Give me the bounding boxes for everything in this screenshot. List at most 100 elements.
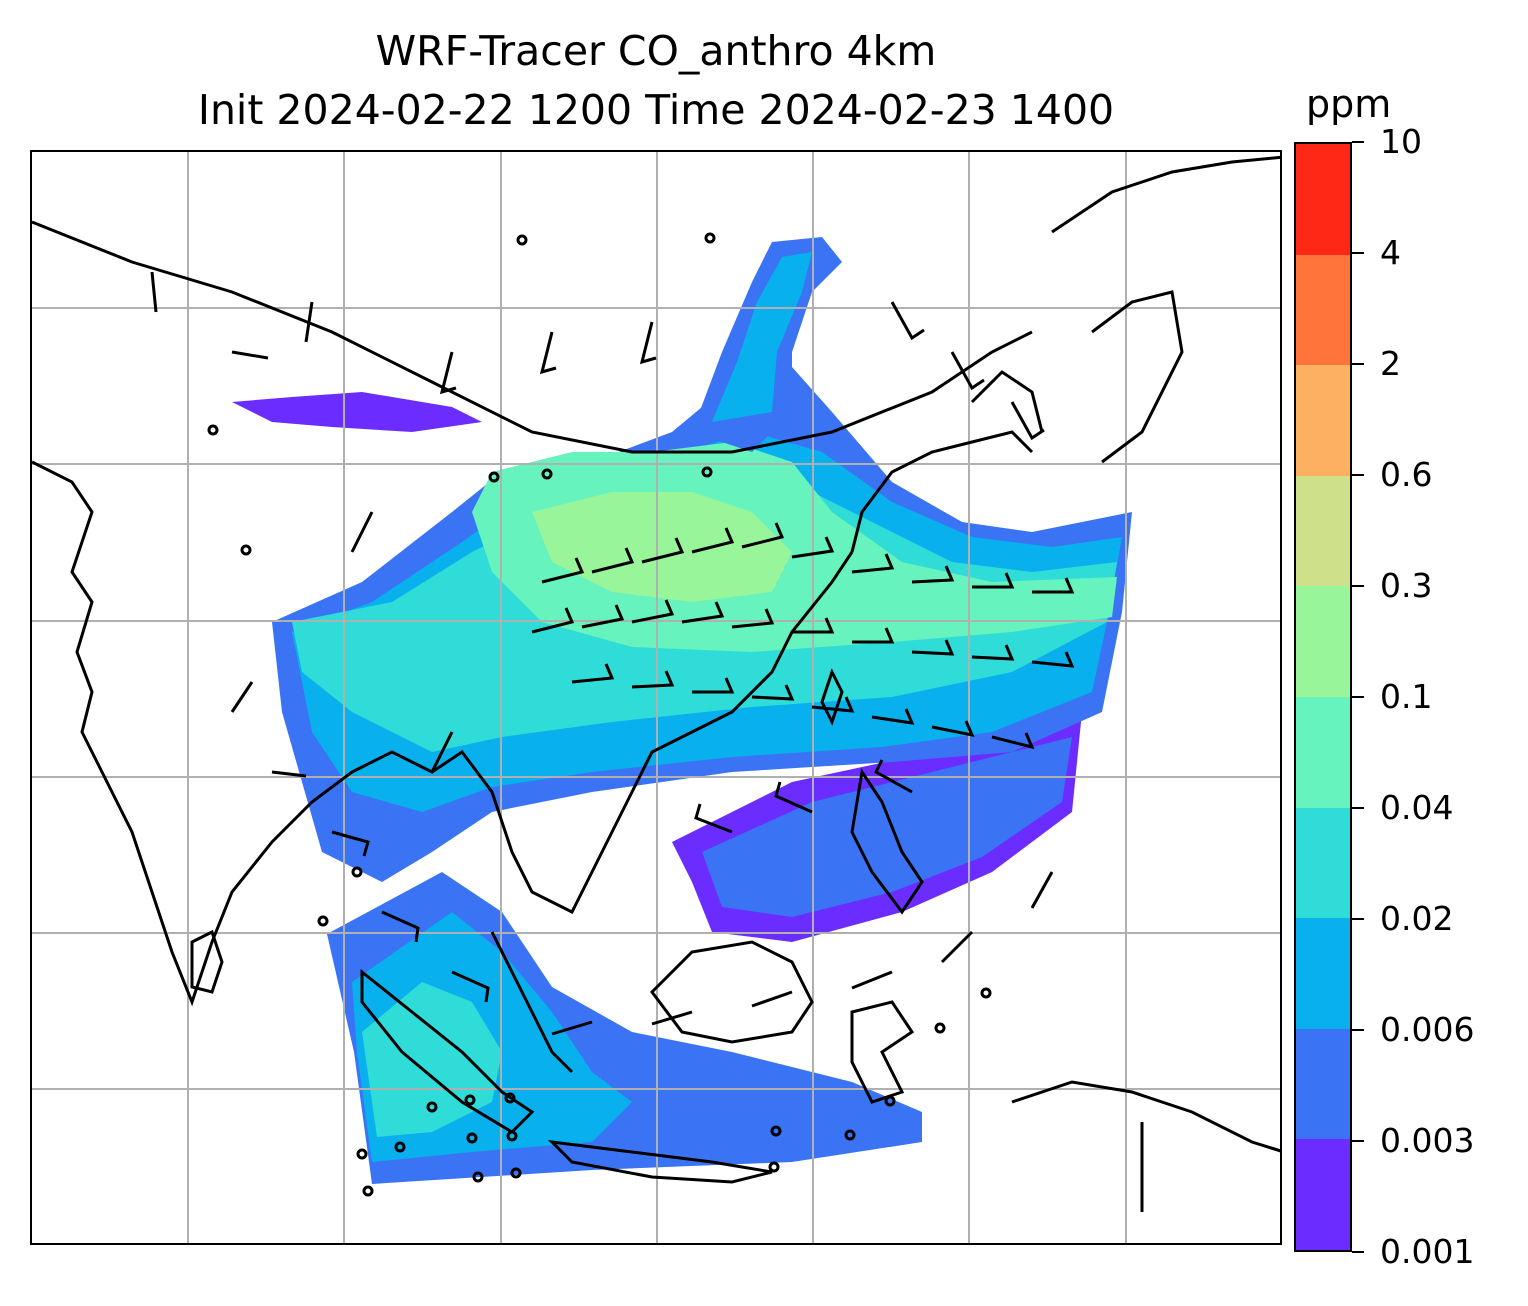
calm-marker (351, 866, 363, 878)
calm-marker (356, 1148, 368, 1160)
calm-marker (934, 1022, 946, 1034)
colorbar-tick (1352, 252, 1364, 254)
coastlines (32, 155, 1280, 1212)
wind-barb (851, 970, 893, 990)
colorbar-tick-label: 0.1 (1380, 677, 1433, 716)
colorbar-tick (1352, 807, 1364, 809)
calm-marker (510, 1167, 522, 1179)
wind-barb (731, 608, 775, 629)
calm-marker (884, 1095, 896, 1107)
tracer-band-main-lightgreen (532, 492, 792, 602)
wind-barb (751, 684, 795, 701)
calm-marker (701, 466, 713, 478)
colorbar (1294, 142, 1352, 1252)
wind-barb (751, 990, 793, 1008)
tracer-field (232, 237, 1132, 1184)
coastline-newguinea (1011, 1080, 1280, 1153)
wind-barb (304, 301, 314, 343)
wind-barb (231, 350, 269, 360)
coastline-java (547, 1139, 773, 1184)
wind-barb (774, 781, 813, 814)
colorbar-tick (1352, 363, 1364, 365)
colorbar-segment (1296, 918, 1350, 1029)
wind-barb (911, 565, 955, 584)
coastline-philippines (850, 768, 924, 915)
wind-barb (631, 599, 675, 624)
wind-barb (1030, 871, 1054, 909)
coastline-india (32, 460, 454, 1007)
wind-barb (539, 331, 557, 375)
calm-marker (770, 1125, 782, 1137)
wind-barb (890, 301, 925, 341)
wind-barb (591, 547, 635, 574)
colorbar-segment (1296, 365, 1350, 476)
colorbar-segment (1296, 144, 1350, 255)
wind-barb (531, 607, 575, 634)
calm-marker (464, 1094, 476, 1106)
wind-barb (851, 553, 895, 574)
wind-barb (791, 536, 835, 559)
calm-marker (844, 1129, 856, 1141)
wind-barb (911, 639, 955, 656)
wind-barb (741, 522, 785, 549)
wind-barb (692, 677, 735, 694)
wind-barb (691, 527, 735, 554)
colorbar-segment (1296, 586, 1350, 698)
wind-barb (1010, 401, 1045, 441)
calm-marker (980, 987, 992, 999)
wind-barb (150, 271, 158, 313)
wind-barb (931, 720, 975, 738)
calm-marker (240, 544, 252, 556)
colorbar-tick-label: 0.006 (1380, 1010, 1475, 1049)
wind-barb (852, 627, 895, 644)
wind-barb (681, 601, 725, 624)
calm-marker (466, 1132, 478, 1144)
tracer-band-east-blue (702, 737, 1072, 917)
tracer-band-north-tongue-cyan (712, 252, 812, 422)
colorbar-tick-label: 0.3 (1380, 566, 1433, 605)
map-panel[interactable] (30, 150, 1282, 1245)
colorbar-segment (1296, 254, 1350, 366)
colorbar-segment (1296, 1139, 1350, 1250)
colorbar-tick-label: 0.001 (1380, 1232, 1475, 1271)
colorbar-tick-label: 10 (1380, 122, 1422, 161)
calm-marker (516, 234, 528, 246)
wind-barbs (150, 271, 1075, 1036)
calm-marker (207, 424, 219, 436)
calm-marker (768, 1161, 780, 1173)
coastline-inland-china (32, 220, 1033, 454)
calm-marker (504, 1092, 516, 1104)
wind-barb (439, 351, 457, 395)
colorbar-segment (1296, 697, 1350, 808)
map-title-line-2: Init 2024-02-22 1200 Time 2024-02-23 140… (197, 86, 1115, 134)
map-canvas (32, 152, 1280, 1243)
coastline-taiwan (820, 668, 844, 726)
wind-barb (571, 663, 615, 684)
wind-barb (971, 644, 1015, 661)
wind-barb (641, 537, 685, 564)
colorbar-segment (1296, 807, 1350, 919)
map-title-line-1: WRF-Tracer CO_anthro 4km (375, 27, 937, 75)
calm-marker (488, 471, 500, 483)
tracer-band-northwest-wisp (232, 392, 482, 432)
colorbar-tick-label: 0.04 (1380, 788, 1454, 827)
calm-markers (207, 232, 992, 1197)
colorbar-tick-label: 2 (1380, 344, 1401, 383)
wind-barb (694, 803, 733, 834)
calm-marker (541, 468, 553, 480)
wind-barb (792, 617, 835, 634)
colorbar-segment (1296, 475, 1350, 587)
wind-barb (874, 759, 913, 794)
coastline-borneo (650, 940, 814, 1044)
colorbar-unit: ppm (1306, 82, 1392, 126)
colorbar-tick (1352, 474, 1364, 476)
wind-barb (871, 708, 915, 725)
colorbar-tick (1352, 1251, 1364, 1253)
wind-barb (1032, 577, 1075, 594)
colorbar-tick-label: 0.6 (1380, 455, 1433, 494)
colorbar-segment (1296, 1028, 1350, 1140)
wind-barb (350, 511, 374, 553)
calm-marker (704, 232, 716, 244)
coastline-sumatra (360, 968, 535, 1134)
wind-barb (451, 970, 490, 1003)
